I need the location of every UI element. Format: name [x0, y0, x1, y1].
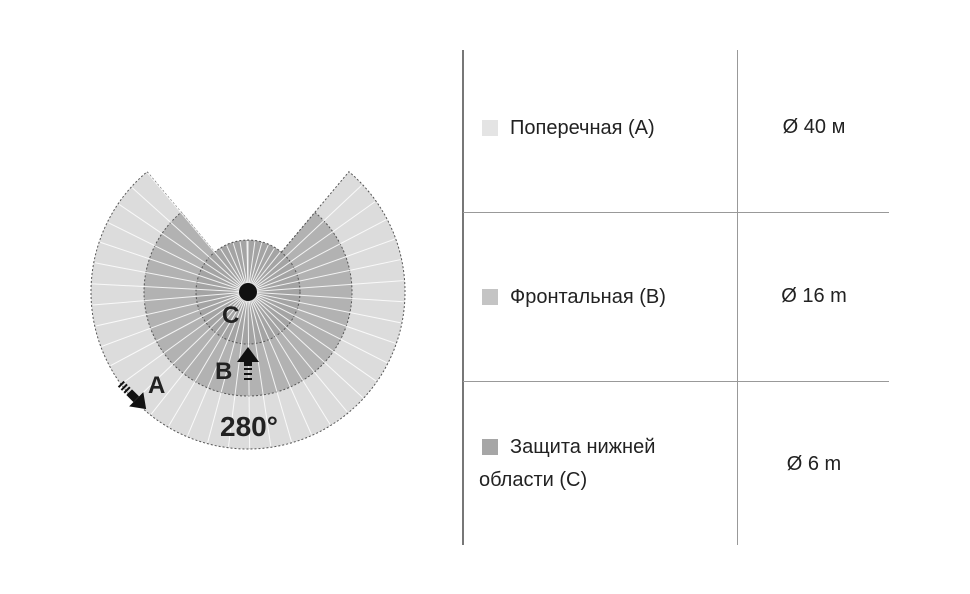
- zone-b-name: Фронтальная (B): [510, 286, 666, 308]
- zone-spoke: [110, 291, 249, 367]
- table-border-left: [462, 50, 464, 545]
- zone-b-label-cell: Фронтальная (B): [482, 281, 666, 314]
- zone-c-swatch: [482, 439, 498, 455]
- zone-spoke: [227, 291, 249, 447]
- arrow-diagonal-icon: [117, 380, 147, 410]
- zone-spoke: [247, 291, 364, 398]
- zone-a-diameter: Ø 40 м: [782, 116, 846, 138]
- zone-spoke: [94, 262, 249, 293]
- zone-spoke: [150, 291, 249, 415]
- zone-spoke: [247, 291, 396, 344]
- zone-spoke: [247, 291, 388, 364]
- zone-spoke: [247, 291, 272, 447]
- zone-spoke: [247, 291, 348, 413]
- zone-spoke: [101, 291, 249, 347]
- zone-spoke: [108, 222, 249, 293]
- zone-a-swatch: [482, 120, 498, 136]
- zone-spoke: [247, 291, 331, 425]
- zone-spoke: [95, 291, 249, 327]
- zone-spoke: [247, 238, 395, 293]
- zone-c-label-cell: Защита нижней области (C): [479, 431, 656, 497]
- zone-a-label-cell: Поперечная (A): [482, 112, 655, 145]
- zone-spoke: [99, 241, 249, 293]
- zone-a-name: Поперечная (A): [510, 117, 655, 139]
- table-column-divider: [737, 50, 738, 545]
- zone-spoke: [247, 291, 377, 382]
- zone-spoke: [247, 291, 293, 442]
- zone-spoke: [247, 280, 404, 293]
- zone-spoke: [92, 291, 249, 306]
- zone-spoke: [121, 291, 249, 385]
- zone-c-label: C: [222, 302, 239, 329]
- zone-a-label: A: [148, 372, 165, 399]
- coverage-diagram: C B A 280°: [90, 171, 406, 450]
- zone-spoke: [247, 291, 312, 435]
- zone-spoke: [187, 291, 249, 437]
- table-row-divider: [463, 381, 889, 382]
- coverage-angle-label: 280°: [220, 411, 278, 442]
- zone-c-name-line1: Защита нижней: [510, 436, 656, 458]
- zone-spoke: [247, 291, 402, 324]
- arrow-up-icon: [237, 347, 259, 380]
- zone-c-name-line2: области (C): [479, 469, 588, 491]
- zone-spoke: [118, 203, 249, 293]
- zone-b-swatch: [482, 289, 498, 305]
- zone-spoke: [207, 291, 249, 443]
- zone-spoke: [247, 259, 401, 293]
- zone-b-label: B: [215, 358, 232, 385]
- zone-spoke: [247, 219, 387, 293]
- zone-spoke: [247, 201, 376, 293]
- zone-spoke: [247, 184, 363, 293]
- zone-b-diameter: Ø 16 m: [781, 285, 847, 307]
- sensor-dot: [239, 283, 257, 301]
- zone-spoke: [92, 283, 249, 293]
- zone-spoke: [135, 291, 249, 401]
- zone-spoke: [146, 172, 249, 293]
- zone-spoke: [131, 187, 249, 293]
- zone-spoke: [168, 291, 249, 427]
- zone-c-diameter: Ø 6 m: [786, 453, 842, 475]
- table-row-divider: [463, 212, 889, 213]
- zone-spoke: [247, 291, 404, 303]
